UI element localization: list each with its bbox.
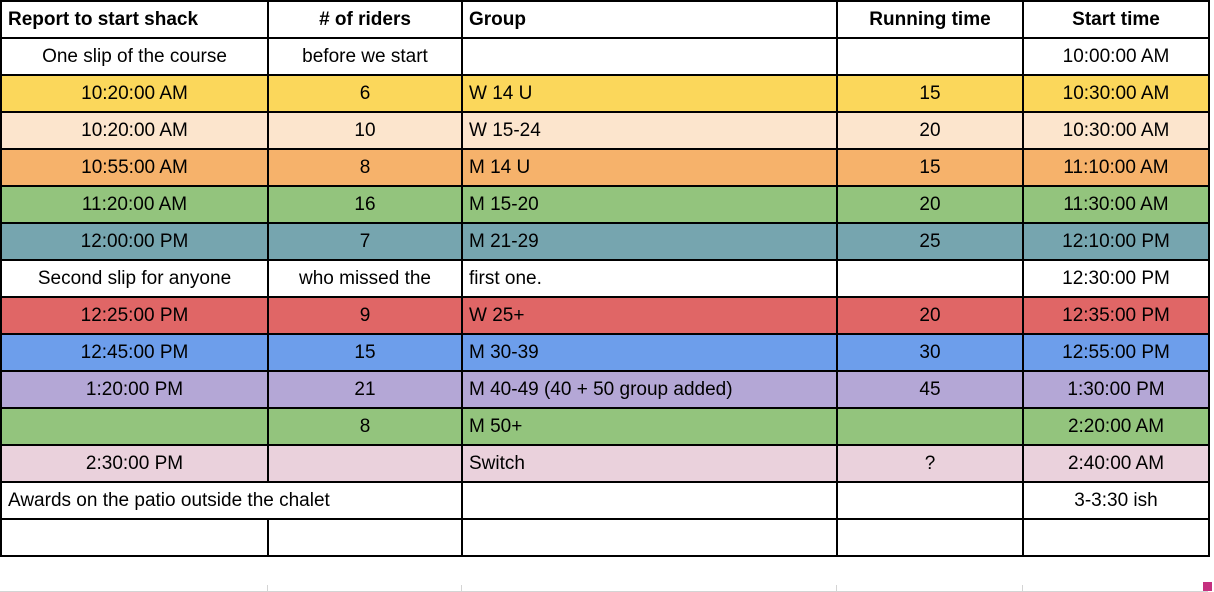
table-cell[interactable]: 10:30:00 AM [1022, 74, 1210, 113]
table-row: Awards on the patio outside the chalet 3-… [0, 481, 1210, 520]
table-cell[interactable]: 21 [267, 370, 463, 409]
table-row: Second slip for anyone who missed the firs… [0, 259, 1210, 298]
table-cell[interactable]: 15 [836, 74, 1024, 113]
table-cell[interactable]: 10:55:00 AM [0, 148, 269, 187]
table-cell[interactable]: 2:20:00 AM [1022, 407, 1210, 446]
table-cell[interactable]: M 15-20 [461, 185, 838, 224]
table-cell[interactable]: 8 [267, 148, 463, 187]
table-row: 10:20:00 AM 6 W 14 U 15 10:30:00 AM [0, 74, 1210, 113]
table-cell[interactable] [836, 481, 1024, 520]
table-cell[interactable]: 20 [836, 111, 1024, 150]
table-cell[interactable]: Switch [461, 444, 838, 483]
table-cell[interactable]: 2:30:00 PM [0, 444, 269, 483]
table-cell[interactable]: 15 [267, 333, 463, 372]
table-cell[interactable]: before we start [267, 37, 463, 76]
header-row: Report to start shack # of riders Group Run… [0, 0, 1210, 39]
table-cell[interactable] [267, 444, 463, 483]
table-cell[interactable]: 12:25:00 PM [0, 296, 269, 335]
table-body: One slip of the course before we start 10:… [0, 37, 1210, 557]
table-cell[interactable]: 10:00:00 AM [1022, 37, 1210, 76]
table-cell[interactable]: M 30-39 [461, 333, 838, 372]
table-row [0, 518, 1210, 557]
table-cell[interactable] [0, 518, 269, 557]
column-header-report-to-start-shack[interactable]: Report to start shack [0, 0, 269, 39]
table-row: 12:00:00 PM 7 M 21-29 25 12:10:00 PM [0, 222, 1210, 261]
schedule-table: Report to start shack # of riders Group Run… [0, 0, 1210, 557]
table-cell[interactable]: M 21-29 [461, 222, 838, 261]
table-row: 10:20:00 AM 10 W 15-24 20 10:30:00 AM [0, 111, 1210, 150]
table-cell[interactable]: 12:35:00 PM [1022, 296, 1210, 335]
table-cell[interactable]: 11:20:00 AM [0, 185, 269, 224]
table-cell[interactable]: 10 [267, 111, 463, 150]
table-cell[interactable]: 10:30:00 AM [1022, 111, 1210, 150]
table-cell[interactable]: who missed the [267, 259, 463, 298]
table-row: 11:20:00 AM 16 M 15-20 20 11:30:00 AM [0, 185, 1210, 224]
gridline [836, 585, 837, 591]
table-cell[interactable]: Awards on the patio outside the chalet [0, 481, 463, 520]
table-cell[interactable]: 25 [836, 222, 1024, 261]
table-row: 1:20:00 PM 21 M 40-49 (40 + 50 group added… [0, 370, 1210, 409]
table-cell[interactable]: 30 [836, 333, 1024, 372]
table-cell[interactable]: 12:45:00 PM [0, 333, 269, 372]
table-cell[interactable]: M 14 U [461, 148, 838, 187]
table-cell[interactable]: 20 [836, 185, 1024, 224]
table-cell[interactable]: W 15-24 [461, 111, 838, 150]
table-cell[interactable]: 11:30:00 AM [1022, 185, 1210, 224]
table-cell[interactable]: 11:10:00 AM [1022, 148, 1210, 187]
table-cell[interactable]: 10:20:00 AM [0, 74, 269, 113]
table-row: 10:55:00 AM 8 M 14 U 15 11:10:00 AM [0, 148, 1210, 187]
table-cell[interactable]: 15 [836, 148, 1024, 187]
table-cell[interactable] [461, 37, 838, 76]
gridline [461, 585, 462, 591]
table-cell[interactable]: 1:20:00 PM [0, 370, 269, 409]
table-cell[interactable]: 12:55:00 PM [1022, 333, 1210, 372]
table-cell[interactable]: M 40-49 (40 + 50 group added) [461, 370, 838, 409]
column-header-running-time[interactable]: Running time [836, 0, 1024, 39]
table-cell[interactable] [461, 518, 838, 557]
collaborator-cursor-marker [1203, 582, 1212, 591]
table-cell[interactable]: 1:30:00 PM [1022, 370, 1210, 409]
table-cell[interactable] [836, 259, 1024, 298]
column-header-group[interactable]: Group [461, 0, 838, 39]
table-cell[interactable]: 16 [267, 185, 463, 224]
table-cell[interactable] [836, 407, 1024, 446]
gridline [1022, 585, 1023, 591]
table-cell[interactable]: Second slip for anyone [0, 259, 269, 298]
table-cell[interactable]: 45 [836, 370, 1024, 409]
table-cell[interactable] [461, 481, 838, 520]
table-cell[interactable]: 20 [836, 296, 1024, 335]
table-cell[interactable] [0, 407, 269, 446]
table-cell[interactable]: 12:10:00 PM [1022, 222, 1210, 261]
table-row: One slip of the course before we start 10:… [0, 37, 1210, 76]
table-cell[interactable]: W 14 U [461, 74, 838, 113]
table-cell[interactable]: 2:40:00 AM [1022, 444, 1210, 483]
table-cell[interactable]: 10:20:00 AM [0, 111, 269, 150]
table-cell[interactable]: 12:30:00 PM [1022, 259, 1210, 298]
table-cell[interactable]: 6 [267, 74, 463, 113]
table-cell[interactable]: first one. [461, 259, 838, 298]
table-cell[interactable] [836, 37, 1024, 76]
table-cell[interactable]: 3-3:30 ish [1022, 481, 1210, 520]
column-header-start-time[interactable]: Start time [1022, 0, 1210, 39]
table-cell[interactable] [1022, 518, 1210, 557]
table-row: 12:45:00 PM 15 M 30-39 30 12:55:00 PM [0, 333, 1210, 372]
table-cell[interactable]: M 50+ [461, 407, 838, 446]
table-cell[interactable] [836, 518, 1024, 557]
table-cell[interactable]: 7 [267, 222, 463, 261]
table-row: 2:30:00 PM Switch? 2:40:00 AM [0, 444, 1210, 483]
table-cell[interactable]: 12:00:00 PM [0, 222, 269, 261]
table-cell[interactable]: W 25+ [461, 296, 838, 335]
table-cell[interactable]: ? [836, 444, 1024, 483]
table-cell[interactable]: 8 [267, 407, 463, 446]
table-cell[interactable]: 9 [267, 296, 463, 335]
table-cell[interactable] [267, 518, 463, 557]
table-row: 12:25:00 PM 9 W 25+ 20 12:35:00 PM [0, 296, 1210, 335]
table-cell[interactable]: One slip of the course [0, 37, 269, 76]
gridline [267, 585, 268, 591]
column-header-of-riders[interactable]: # of riders [267, 0, 463, 39]
